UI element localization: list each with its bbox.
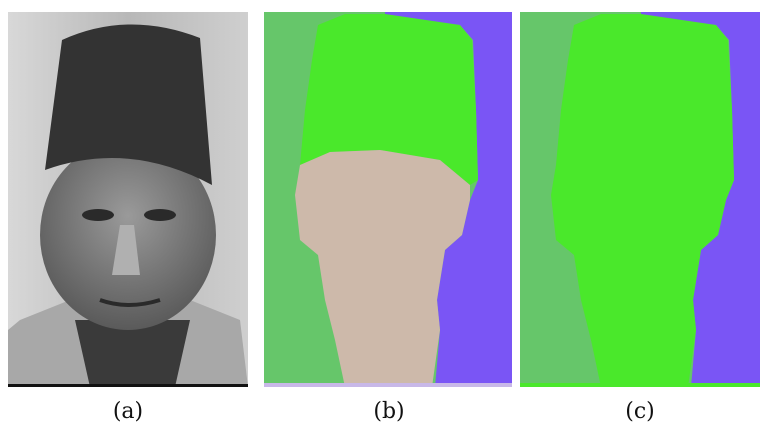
caption: (a): [113, 399, 143, 424]
segmentation-panel: [520, 12, 760, 387]
figure: (a) (b) (c): [0, 0, 760, 433]
caption: (c): [625, 399, 655, 424]
photo-panel: [8, 12, 248, 387]
segmentation-panel: [264, 12, 512, 387]
caption: (b): [373, 399, 404, 424]
